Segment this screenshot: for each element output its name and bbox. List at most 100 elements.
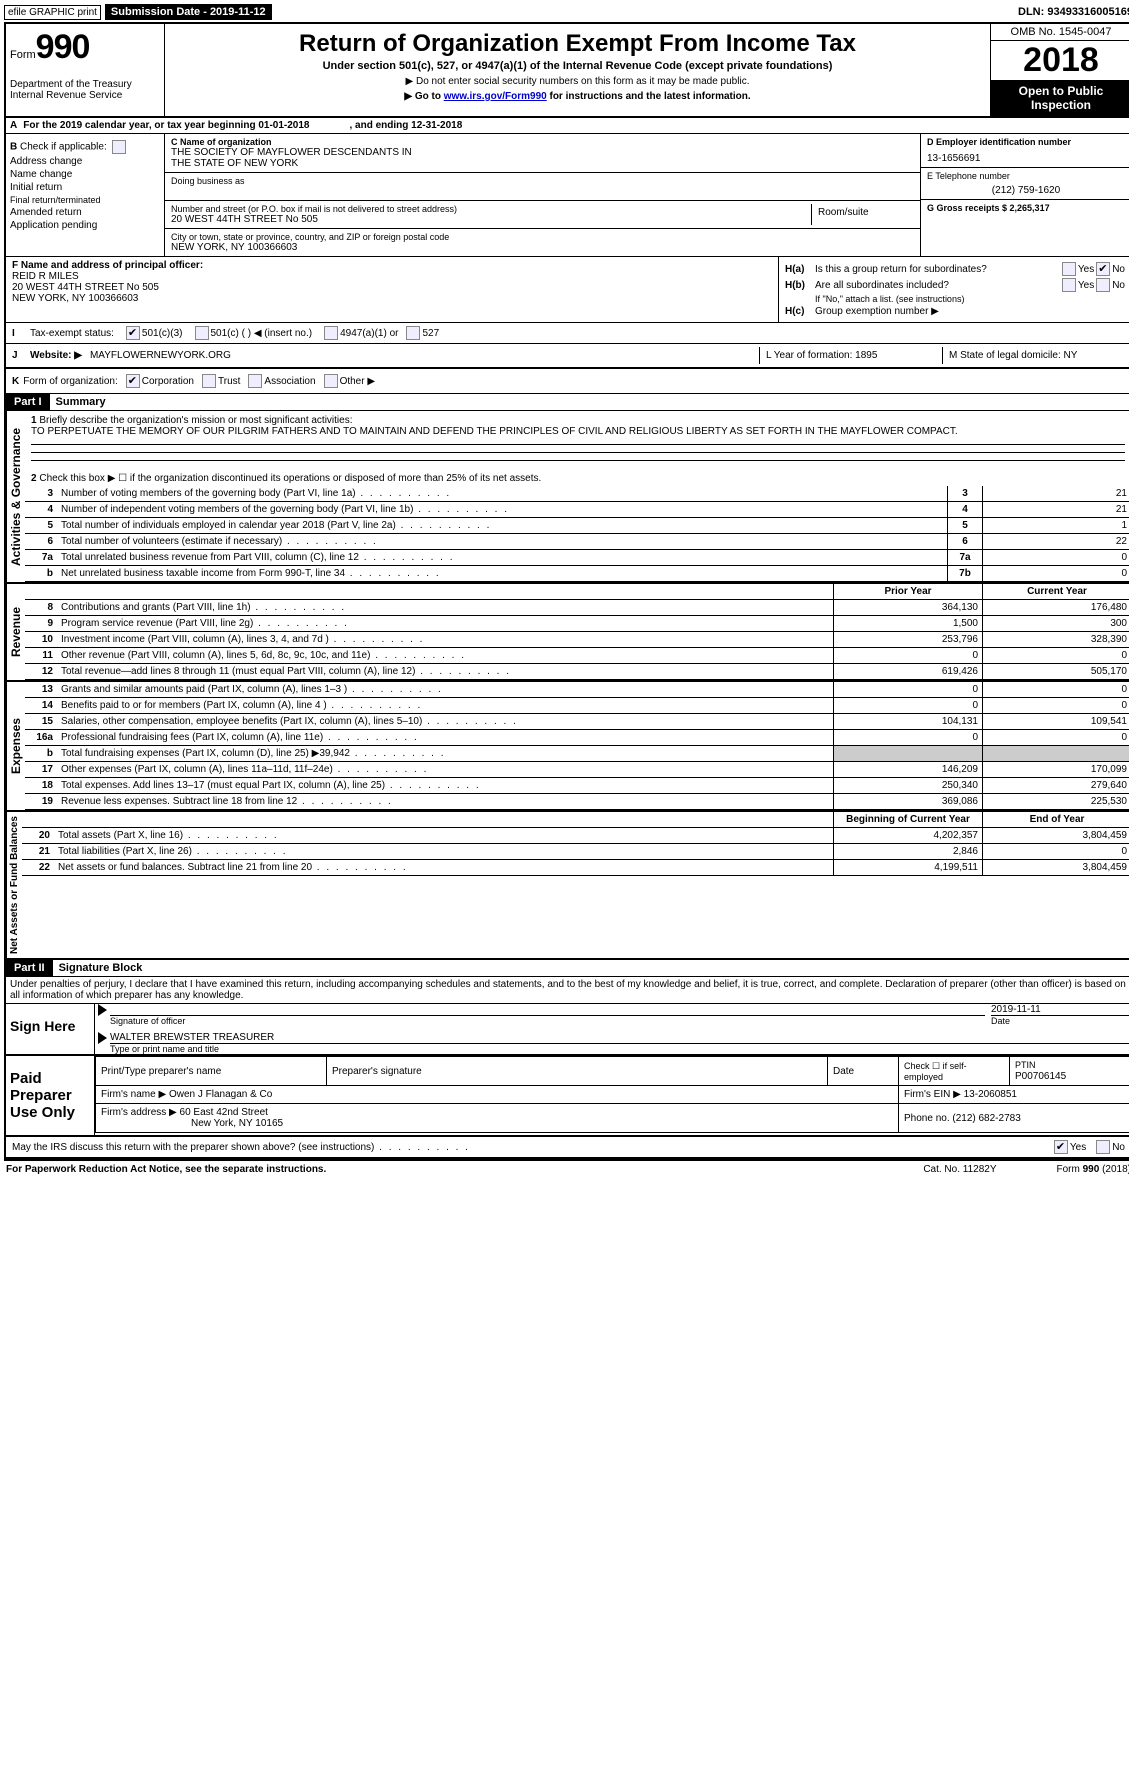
b-check-label: Check if applicable: [20, 142, 107, 153]
l-box: L Year of formation: 1895 [759, 347, 942, 364]
b-chk-0[interactable] [112, 140, 126, 154]
submission-date: Submission Date - 2019-11-12 [105, 4, 272, 20]
data-row: 13Grants and similar amounts paid (Part … [25, 682, 1129, 698]
expenses-section: Expenses 13Grants and similar amounts pa… [6, 682, 1129, 812]
data-row: 10Investment income (Part VIII, column (… [25, 632, 1129, 648]
b-item-4: Amended return [10, 207, 160, 218]
i-chk-501c[interactable] [195, 326, 209, 340]
c-city: NEW YORK, NY 100366603 [171, 242, 297, 253]
sign-here-label: Sign Here [6, 1004, 95, 1054]
d-gross: G Gross receipts $ 2,265,317 [927, 203, 1125, 213]
form-year-box: OMB No. 1545-0047 2018 Open to Public In… [990, 24, 1129, 116]
form-header: Form990 Department of the Treasury Inter… [6, 24, 1129, 118]
f-lbl: F Name and address of principal officer: [12, 260, 772, 271]
k-chk-trust[interactable] [202, 374, 216, 388]
p-name-lbl: Print/Type preparer's name [96, 1057, 327, 1086]
form-number: 990 [36, 28, 90, 66]
top-bar: efile GRAPHIC print Submission Date - 20… [4, 4, 1129, 20]
discuss-yes-chk[interactable] [1054, 1140, 1068, 1154]
data-row: 20Total assets (Part X, line 16)4,202,35… [22, 828, 1129, 844]
ha-no-chk[interactable] [1096, 262, 1110, 276]
declaration: Under penalties of perjury, I declare th… [6, 977, 1129, 1004]
k-o2: Trust [218, 376, 240, 387]
form-container: Form990 Department of the Treasury Inter… [4, 22, 1129, 1161]
summary-row: 4Number of independent voting members of… [25, 502, 1129, 518]
paid-preparer-label: Paid Preparer Use Only [6, 1056, 95, 1135]
form-prefix: Form [10, 49, 36, 61]
discuss-no-chk[interactable] [1096, 1140, 1110, 1154]
form-sub3: ▶ Go to www.irs.gov/Form990 for instruct… [169, 91, 986, 102]
sec-f: F Name and address of principal officer:… [6, 257, 779, 322]
d-tel-lbl: E Telephone number [927, 171, 1125, 181]
c-name1: THE SOCIETY OF MAYFLOWER DESCENDANTS IN [171, 147, 412, 158]
footer-mid: Cat. No. 11282Y [923, 1164, 996, 1175]
rows-netassets: 20Total assets (Part X, line 16)4,202,35… [22, 828, 1129, 876]
vtab-rev: Revenue [6, 584, 25, 680]
part2-title: Signature Block [59, 962, 143, 974]
vtab-exp: Expenses [6, 682, 25, 810]
ha-lbl: H(a) [785, 264, 815, 275]
b-item-1: Name change [10, 169, 160, 180]
col-prior: Prior Year [833, 584, 982, 599]
summary-row: 5Total number of individuals employed in… [25, 518, 1129, 534]
q2-block: 2 Check this box ▶ ☐ if the organization… [25, 471, 1129, 486]
footer-right: Form 990 (2018) [1057, 1164, 1129, 1175]
sub3-pre: ▶ Go to [404, 91, 443, 102]
m-box: M State of legal domicile: NY [942, 347, 1125, 364]
k-chk-assoc[interactable] [248, 374, 262, 388]
netassets-section: Net Assets or Fund Balances Beginning of… [6, 812, 1129, 960]
sign-here-section: Sign Here 2019-11-11 Signature of office… [6, 1004, 1129, 1056]
name-title-lbl: Type or print name and title [110, 1044, 1129, 1054]
arrow-icon-2 [98, 1032, 107, 1044]
discuss-text: May the IRS discuss this return with the… [12, 1142, 1052, 1153]
q1-lbl: 1 [31, 415, 37, 426]
k-o3: Association [264, 376, 315, 387]
form-title: Return of Organization Exempt From Incom… [169, 30, 986, 58]
k-chk-other[interactable] [324, 374, 338, 388]
data-row: 21Total liabilities (Part X, line 26)2,8… [22, 844, 1129, 860]
footer-left: For Paperwork Reduction Act Notice, see … [6, 1164, 923, 1175]
c-city-lbl: City or town, state or province, country… [171, 232, 449, 242]
b-label: B [10, 142, 17, 153]
ha-yes-chk[interactable] [1062, 262, 1076, 276]
i-chk-4947[interactable] [324, 326, 338, 340]
paid-preparer-section: Paid Preparer Use Only Print/Type prepar… [6, 1056, 1129, 1137]
d-tel: (212) 759-1620 [927, 185, 1125, 196]
j-lbl: J [12, 350, 24, 361]
open-inspection: Open to Public Inspection [991, 80, 1129, 116]
irs-link[interactable]: www.irs.gov/Form990 [444, 91, 547, 102]
section-f-h: F Name and address of principal officer:… [6, 257, 1129, 323]
data-row: bTotal fundraising expenses (Part IX, co… [25, 746, 1129, 762]
form-title-box: Return of Organization Exempt From Incom… [165, 24, 990, 116]
data-row: 18Total expenses. Add lines 13–17 (must … [25, 778, 1129, 794]
i-chk-501c3[interactable] [126, 326, 140, 340]
a-text: For the 2019 calendar year, or tax year … [23, 120, 309, 131]
q2-lbl: 2 [31, 473, 37, 484]
firm-ein: 13-2060851 [964, 1089, 1017, 1100]
hb-no-chk[interactable] [1096, 278, 1110, 292]
ha-no: No [1112, 264, 1125, 275]
data-row: 16aProfessional fundraising fees (Part I… [25, 730, 1129, 746]
sig-off-lbl: Signature of officer [110, 1016, 991, 1026]
firm-addr2: New York, NY 10165 [191, 1118, 283, 1129]
p-date-lbl: Date [828, 1057, 899, 1086]
a-mid: , and ending 12-31-2018 [349, 120, 462, 131]
c-street-lbl: Number and street (or P.O. box if mail i… [171, 204, 811, 214]
col-c: C Name of organization THE SOCIETY OF MA… [165, 134, 920, 256]
vtab-ag: Activities & Governance [6, 411, 25, 582]
hb-yes-chk[interactable] [1062, 278, 1076, 292]
d-ein: 13-1656691 [927, 153, 1125, 164]
j-val: MAYFLOWERNEWYORK.ORG [90, 350, 231, 361]
k-chk-corp[interactable] [126, 374, 140, 388]
omb-number: OMB No. 1545-0047 [991, 24, 1129, 41]
form-sub1: Under section 501(c), 527, or 4947(a)(1)… [169, 60, 986, 72]
ptin-val: P00706145 [1015, 1071, 1066, 1082]
data-row: 12Total revenue—add lines 8 through 11 (… [25, 664, 1129, 680]
net-header: Beginning of Current Year End of Year [22, 812, 1129, 828]
q1-ans: TO PERPETUATE THE MEMORY OF OUR PILGRIM … [31, 426, 958, 437]
i-chk-527[interactable] [406, 326, 420, 340]
hb-text: Are all subordinates included? [815, 280, 1060, 291]
discuss-yes: Yes [1070, 1142, 1086, 1153]
f-addr2: NEW YORK, NY 100366603 [12, 293, 772, 304]
data-row: 19Revenue less expenses. Subtract line 1… [25, 794, 1129, 810]
